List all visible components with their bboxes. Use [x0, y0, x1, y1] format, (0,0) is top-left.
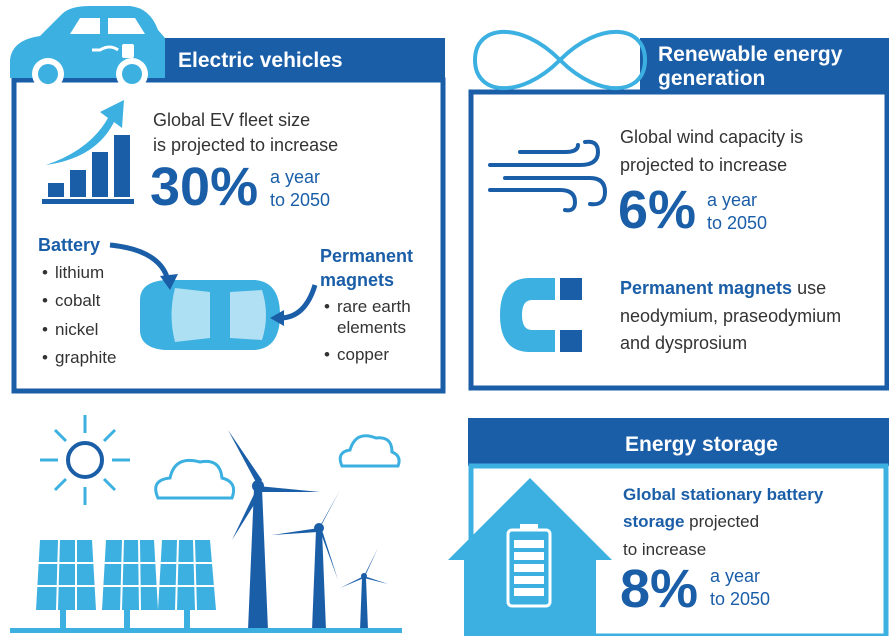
list-item: graphite [55, 349, 116, 366]
car-topview [110, 245, 315, 350]
section-title: Energy storage [625, 434, 778, 455]
car-icon [10, 6, 165, 90]
section-title: Electric vehicles [178, 50, 343, 71]
list-title: magnets [320, 271, 394, 289]
growth-icon [42, 100, 134, 204]
list-item: elements [337, 319, 406, 336]
stat-text: Global wind capacity is [620, 128, 803, 146]
info-text: and dysprosium [620, 334, 747, 352]
list-item: copper [337, 346, 389, 363]
stat-figure: 6% [618, 183, 696, 237]
info-text: to increase [623, 541, 706, 558]
stat-unit: a year [710, 567, 760, 585]
info-text: storage projected [623, 513, 759, 530]
wind-icon [490, 142, 605, 211]
magnet-icon [500, 278, 582, 352]
info-bold: Permanent magnets [620, 278, 792, 298]
info-bold: Global stationary battery [623, 486, 823, 503]
energy-scene [10, 415, 402, 633]
list-item: lithium [55, 264, 104, 281]
section-title: generation [658, 68, 765, 89]
section-title: Renewable energy [658, 44, 842, 65]
stat-figure: 30% [150, 160, 258, 214]
stat-text: projected to increase [620, 156, 787, 174]
stat-unit: to 2050 [707, 214, 767, 232]
stat-text: Global EV fleet size [153, 111, 310, 129]
info-text: use [797, 278, 826, 298]
info-text: Permanent magnets use [620, 279, 826, 297]
info-bold: storage [623, 512, 684, 531]
infinity-icon [475, 32, 645, 88]
stat-unit: to 2050 [710, 590, 770, 608]
list-item: cobalt [55, 292, 100, 309]
list-item: rare earth [337, 298, 411, 315]
infographic: Electric vehicles Global EV fleet size i… [0, 0, 889, 636]
list-title: Permanent [320, 247, 413, 265]
list-title: Battery [38, 236, 100, 254]
stat-figure: 8% [620, 562, 698, 616]
info-text: neodymium, praseodymium [620, 307, 841, 325]
stat-text: is projected to increase [153, 136, 338, 154]
stat-unit: a year [707, 191, 757, 209]
list-item: nickel [55, 321, 98, 338]
stat-unit: to 2050 [270, 191, 330, 209]
stat-unit: a year [270, 168, 320, 186]
info-text: projected [689, 512, 759, 531]
